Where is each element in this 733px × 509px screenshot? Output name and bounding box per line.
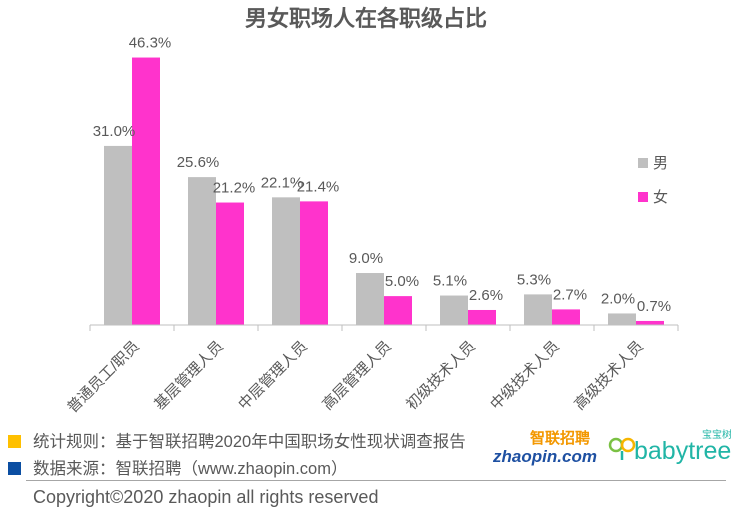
source-note-text: 数据来源：智联招聘（www.zhaopin.com）	[33, 460, 348, 478]
babytree-leaf2-icon	[620, 437, 636, 453]
bar-male-1	[188, 177, 216, 325]
data-label-female-2: 21.4%	[297, 178, 340, 195]
bar-male-2	[272, 197, 300, 325]
bar-male-4	[440, 295, 468, 325]
bar-female-6	[636, 320, 664, 325]
legend-label-1: 女	[653, 188, 668, 206]
x-tick-label-6: 高级技术人员	[571, 338, 647, 414]
bar-female-5	[552, 309, 580, 325]
rule-note-text: 统计规则：基于智联招聘2020年中国职场女性现状调查报告	[33, 433, 466, 451]
zhaopin-logo: 智联招聘 zhaopin.com	[492, 427, 597, 466]
x-tick-labels-group: 普通员工/职员 基层管理人员 中层管理人员 高层管理人员 初级技术人员 中级技术人员 高级技…	[64, 338, 647, 417]
footer-rule	[26, 480, 726, 481]
bar-male-5	[524, 294, 552, 325]
data-label-male-5: 5.3%	[517, 271, 551, 288]
bars-group	[104, 57, 664, 326]
data-label-female-6: 0.7%	[637, 298, 671, 315]
data-label-female-4: 2.6%	[469, 287, 503, 304]
x-tick-label-2: 中层管理人员	[235, 338, 311, 414]
data-label-female-3: 5.0%	[385, 273, 419, 290]
babytree-logo-top-text: 宝宝树	[702, 428, 731, 441]
x-tick-label-0: 普通员工/职员	[64, 338, 143, 417]
bar-male-6	[608, 313, 636, 325]
bar-female-1	[216, 202, 244, 325]
bar-male-0	[104, 145, 132, 325]
data-label-male-1: 25.6%	[177, 154, 220, 171]
babytree-leaf-icon	[608, 437, 624, 453]
legend-label-0: 男	[653, 155, 668, 172]
bar-male-3	[356, 273, 384, 325]
rule-marker-icon	[8, 435, 21, 448]
legend: 男女	[638, 155, 668, 206]
chart-title: 男女职场人在各职级占比	[245, 6, 487, 31]
data-label-female-0: 46.3%	[129, 35, 172, 52]
data-label-male-2: 22.1%	[261, 174, 304, 191]
bar-chart: 男女职场人在各职级占比 31.0% 46.3% 25.6% 21.2% 22.1%21.…	[64, 6, 679, 417]
babytree-logo: 宝宝树 babytree	[608, 428, 731, 465]
data-label-female-1: 21.2%	[213, 180, 256, 197]
babytree-logo-bottom-text: babytree	[634, 437, 731, 465]
x-tick-label-4: 初级技术人员	[403, 338, 479, 414]
zhaopin-logo-top-text: 智联招聘	[530, 429, 590, 447]
x-tick-label-3: 高层管理人员	[319, 338, 395, 414]
bar-female-4	[468, 309, 496, 325]
source-note: 数据来源：智联招聘（www.zhaopin.com）	[8, 455, 347, 479]
data-label-male-6: 2.0%	[601, 290, 635, 307]
data-labels-group: 31.0% 46.3% 25.6% 21.2% 22.1%21.4% 9.0%5.0% 5.…	[93, 35, 671, 315]
bar-female-3	[384, 296, 412, 325]
data-label-male-3: 9.0%	[349, 250, 383, 267]
x-tick-label-1: 基层管理人员	[151, 338, 227, 414]
data-label-male-4: 5.1%	[433, 273, 467, 290]
legend-swatch-1	[638, 192, 648, 202]
rule-note: 统计规则：基于智联招聘2020年中国职场女性现状调查报告	[8, 428, 466, 452]
copyright: Copyright©2020 zhaopin all rights reserv…	[33, 487, 379, 507]
x-tick-label-5: 中级技术人员	[487, 338, 563, 414]
zhaopin-logo-bottom-text: zhaopin.com	[492, 447, 597, 466]
x-ticks-group	[89, 325, 679, 331]
bar-female-2	[300, 201, 328, 325]
source-marker-icon	[8, 462, 21, 475]
data-label-female-5: 2.7%	[553, 286, 587, 303]
legend-swatch-0	[638, 158, 648, 168]
data-label-male-0: 31.0%	[93, 123, 136, 140]
bar-female-0	[132, 57, 160, 326]
